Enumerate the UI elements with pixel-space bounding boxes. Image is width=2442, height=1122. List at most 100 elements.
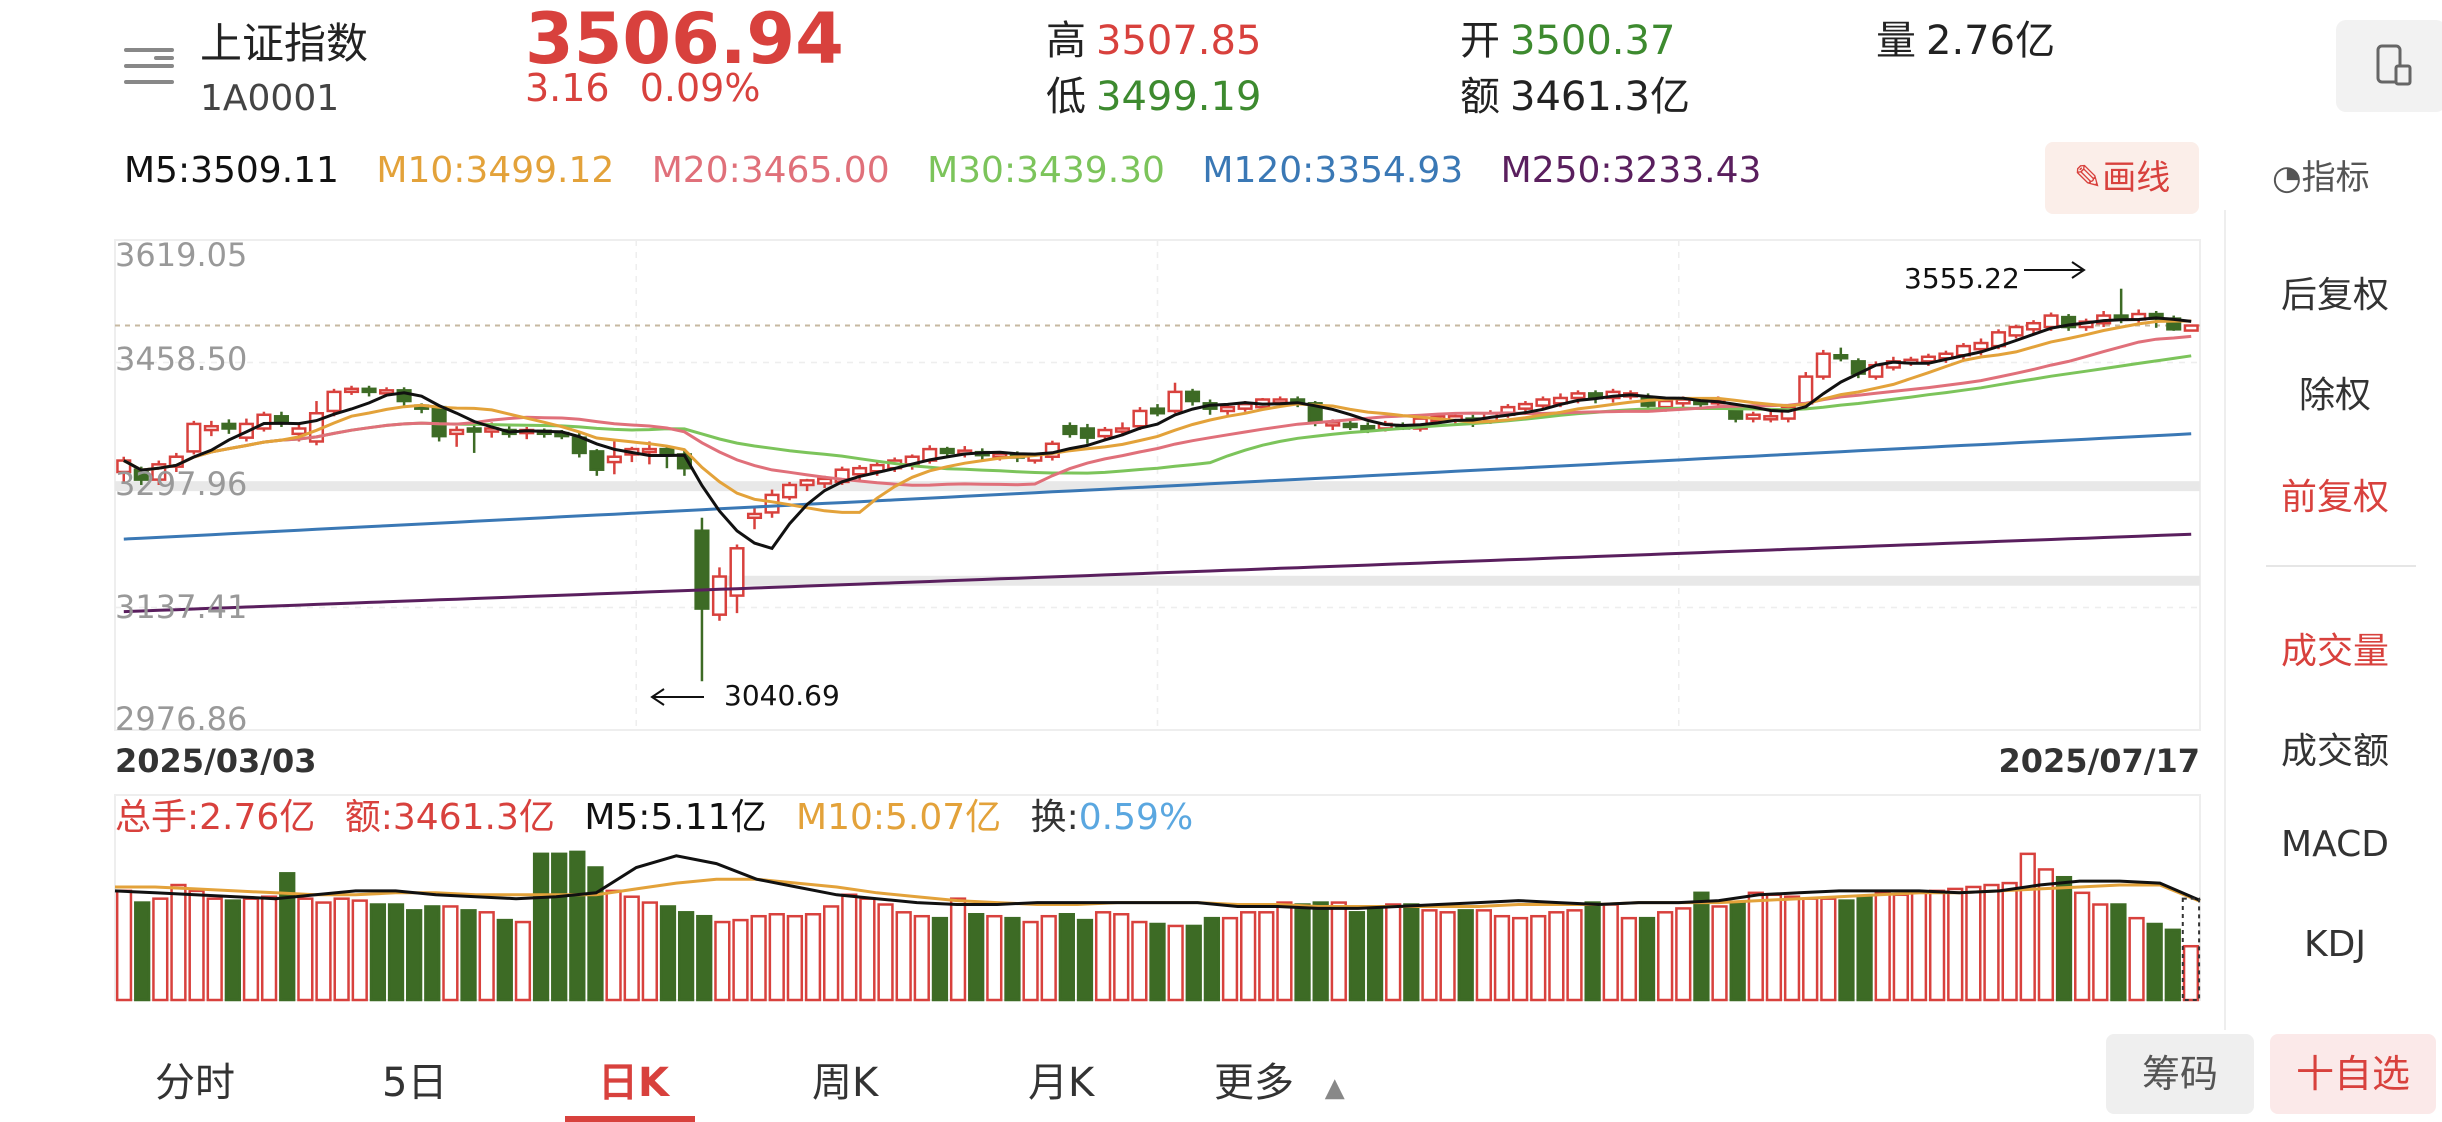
volume-bar xyxy=(1366,907,1384,1002)
candle-body xyxy=(939,447,955,455)
volume-bar xyxy=(1167,924,1184,1002)
ma10-line xyxy=(123,319,2192,514)
end-date: 2025/07/17 xyxy=(1999,742,2201,780)
chips-button[interactable]: 筹码 xyxy=(2106,1034,2254,1114)
max-price-label: 3555.22 xyxy=(1904,262,2020,295)
ma30-value: M30:3439.30 xyxy=(927,150,1165,191)
quote-header: 上证指数 1A0001 3506.94 3.16 0.09% 高 3507.85 … xyxy=(0,0,2442,136)
volume-bar xyxy=(424,905,441,1002)
candle-body xyxy=(1079,427,1095,439)
volume-bar xyxy=(895,911,912,1002)
candle-body xyxy=(659,447,675,455)
volume-bar xyxy=(387,903,405,1002)
tab-5day[interactable]: 5日 xyxy=(382,1060,448,1106)
vol-amount: 额:3461.3亿 xyxy=(345,797,555,838)
volume-bar xyxy=(2055,875,2073,1002)
candle-body xyxy=(2183,324,2199,332)
volume-bar xyxy=(1511,916,1529,1002)
candle-body xyxy=(711,575,728,616)
volume-bar xyxy=(2146,922,2163,1002)
volume-bar xyxy=(551,852,568,1002)
volume-bar xyxy=(115,889,133,1002)
volume-bar xyxy=(351,899,368,1002)
draw-line-button[interactable]: ✎画线 xyxy=(2045,142,2199,214)
volume-bar xyxy=(2128,916,2145,1002)
volume-bar xyxy=(1892,893,1909,1002)
volume-bar xyxy=(1149,922,1166,1002)
tab-daily-k[interactable]: 日K xyxy=(598,1060,669,1106)
candle-body xyxy=(1149,407,1166,415)
volume-bar xyxy=(1258,911,1275,1002)
volume-bar xyxy=(968,913,985,1002)
volume-bar xyxy=(2074,891,2091,1002)
open-value: 3500.37 xyxy=(1510,18,1676,64)
candle-body xyxy=(641,447,657,454)
volume-bar xyxy=(224,899,241,1002)
volume-bar xyxy=(605,889,622,1002)
kline-chart[interactable]: 3619.05 3458.50 3297.96 3137.41 2976.86 … xyxy=(0,0,2224,1030)
rotate-screen-button[interactable] xyxy=(2336,20,2442,112)
tab-weekly-k[interactable]: 周K xyxy=(812,1060,879,1106)
candle-body xyxy=(221,422,237,430)
volume-bar xyxy=(1638,916,1656,1002)
max-arrow-head xyxy=(2071,261,2086,279)
price-change: 3.16 0.09% xyxy=(525,66,760,110)
min-arrow-head xyxy=(650,688,665,706)
candle-body xyxy=(782,483,798,499)
ma5-line xyxy=(123,316,2192,551)
tab-intraday[interactable]: 分时 xyxy=(155,1060,235,1106)
side-macd[interactable]: MACD xyxy=(2281,824,2389,865)
candle-body xyxy=(186,422,202,453)
volume-bar xyxy=(641,901,658,1002)
candle-body xyxy=(992,452,1008,458)
open-stat: 开 3500.37 xyxy=(1460,8,1675,66)
menu-icon[interactable] xyxy=(124,44,174,88)
volume-bar xyxy=(1475,909,1492,1002)
volume-bar xyxy=(206,897,223,1002)
volume-bar xyxy=(786,914,804,1002)
volume-bar xyxy=(188,889,205,1002)
candle-body xyxy=(396,389,412,403)
side-volume[interactable]: 成交量 xyxy=(2280,631,2389,672)
y-tick-4: 2976.86 xyxy=(115,700,247,738)
volume-legend: 总手:2.76亿 额:3461.3亿 M5:5.11亿 M10:5.07亿 换:… xyxy=(115,797,1193,838)
candle-body xyxy=(431,405,447,438)
volume-bar xyxy=(1276,901,1293,1002)
volume-bar xyxy=(1457,909,1474,1002)
indicator-button[interactable]: ◔指标 xyxy=(2272,150,2370,199)
volume-bar xyxy=(659,905,677,1002)
volume-bar xyxy=(1058,913,1075,1002)
candle-body xyxy=(1658,399,1674,409)
volume-bar xyxy=(1693,891,1710,1002)
side-kdj[interactable]: KDJ xyxy=(2304,924,2366,965)
volume-value: 2.76亿 xyxy=(1926,18,2056,64)
volume-bar xyxy=(1094,911,1112,1002)
candle-body xyxy=(1570,392,1586,400)
side-backward-adjust[interactable]: 后复权 xyxy=(2280,275,2389,316)
tab-more[interactable]: 更多 ▲ xyxy=(1214,1050,1345,1108)
candle-body xyxy=(1535,398,1551,407)
start-date: 2025/03/03 xyxy=(115,742,317,780)
volume-bar xyxy=(2019,852,2036,1002)
side-amount[interactable]: 成交额 xyxy=(2280,731,2389,772)
change-percent: 0.09% xyxy=(639,66,761,110)
volume-bar xyxy=(315,901,332,1002)
side-ex-rights[interactable]: 除权 xyxy=(2298,375,2371,416)
add-watchlist-button[interactable]: 十自选 xyxy=(2270,1034,2436,1114)
volume-bar xyxy=(1783,895,1801,1002)
change-value: 3.16 xyxy=(525,66,610,110)
candle-body xyxy=(1920,355,1936,363)
ma250-line xyxy=(123,532,2192,614)
volume-bar xyxy=(1330,901,1347,1002)
volume-bar xyxy=(1312,901,1329,1002)
candle-body xyxy=(1184,390,1201,403)
side-forward-adjust[interactable]: 前复权 xyxy=(2280,477,2389,518)
volume-bar xyxy=(931,916,949,1002)
volume-bar xyxy=(1874,891,1891,1002)
volume-bar xyxy=(750,914,767,1002)
ma120-value: M120:3354.93 xyxy=(1202,150,1464,191)
vol-total: 总手:2.76亿 xyxy=(115,797,315,838)
volume-bar xyxy=(1240,911,1257,1002)
tab-monthly-k[interactable]: 月K xyxy=(1028,1060,1095,1106)
low-label: 低 xyxy=(1046,74,1086,120)
